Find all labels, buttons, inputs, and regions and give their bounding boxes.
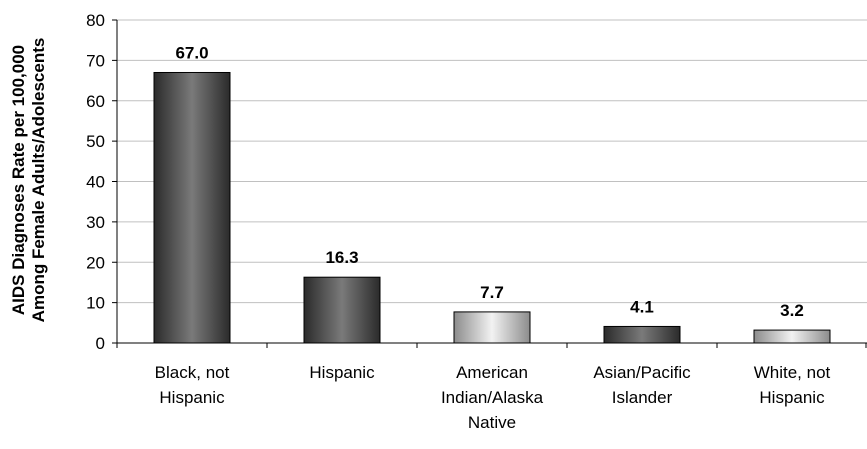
- bar: [303, 276, 381, 344]
- x-tick-label: White, not Hispanic: [754, 363, 831, 407]
- y-tick-label: 0: [96, 334, 105, 353]
- y-tick-label: 20: [86, 253, 105, 272]
- x-tick-label: Black, not Hispanic: [155, 363, 230, 407]
- x-tick-label: Asian/Pacific Islander: [593, 363, 691, 407]
- data-label: 3.2: [780, 301, 804, 320]
- x-tick-label: American Indian/Alaska Native: [441, 363, 544, 432]
- y-tick-label: 50: [86, 132, 105, 151]
- y-tick-label: 40: [86, 173, 105, 192]
- y-tick-label: 70: [86, 51, 105, 70]
- data-label: 67.0: [175, 43, 208, 62]
- bar: [153, 71, 231, 344]
- bar: [453, 311, 531, 344]
- y-tick-label: 60: [86, 92, 105, 111]
- x-tick-label: Hispanic: [309, 363, 375, 382]
- y-tick-label: 30: [86, 213, 105, 232]
- y-axis-title: AIDS Diagnoses Rate per 100,000 Among Fe…: [9, 38, 49, 323]
- bar: [603, 325, 681, 344]
- bar: [753, 329, 831, 344]
- y-axis-title-line-1: AIDS Diagnoses Rate per 100,000: [9, 44, 28, 316]
- y-axis-title-line-2: Among Female Adults/Adolescents: [29, 37, 48, 323]
- data-label: 16.3: [325, 248, 358, 267]
- data-label: 4.1: [630, 297, 654, 316]
- y-tick-label: 10: [86, 294, 105, 313]
- y-tick-label: 80: [86, 11, 105, 30]
- data-label: 7.7: [480, 283, 504, 302]
